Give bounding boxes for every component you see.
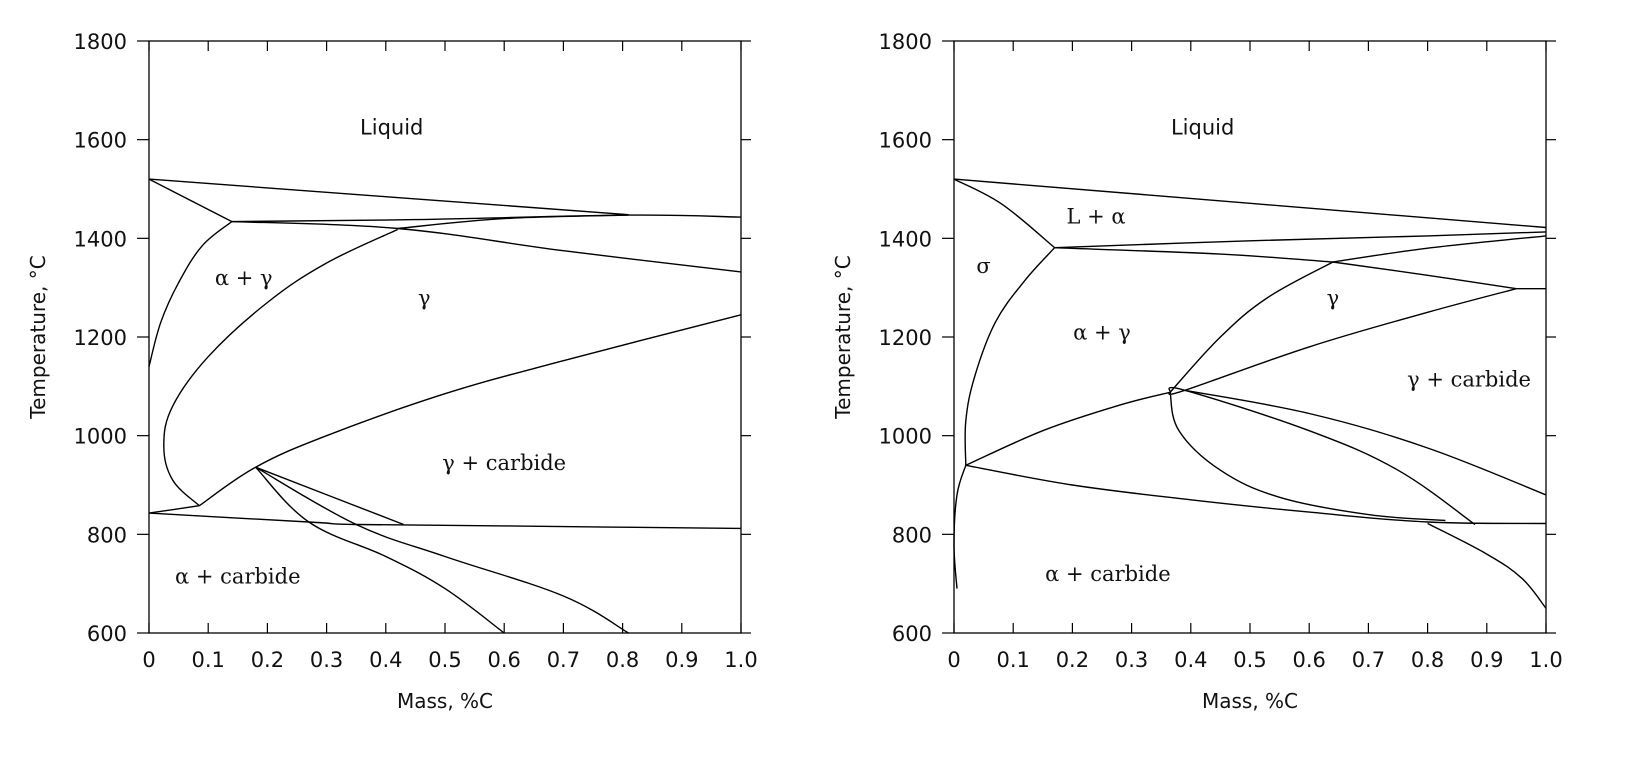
phase-boundary-15 xyxy=(953,465,967,589)
x-axis-title: Mass, %C xyxy=(397,689,493,713)
x-tick-label: 0.8 xyxy=(1411,648,1444,672)
phase-boundary-8 xyxy=(148,505,200,514)
region-label: γ + carbide xyxy=(442,451,566,475)
x-tick-label: 0.5 xyxy=(1233,648,1266,672)
y-tick-label: 1200 xyxy=(74,326,127,350)
region-label: γ + carbide xyxy=(1407,367,1531,391)
region-label: γ xyxy=(418,286,431,310)
x-tick-label: 0.4 xyxy=(369,648,402,672)
y-tick-label: 800 xyxy=(892,523,932,547)
phase-boundary-4 xyxy=(397,214,629,230)
y-tick-label: 1600 xyxy=(879,129,932,153)
x-tick-label: 0 xyxy=(142,648,155,672)
phase-boundary-9 xyxy=(148,512,742,530)
x-tick-label: 0.1 xyxy=(191,648,224,672)
y-tick-label: 1000 xyxy=(74,425,127,449)
region-label: α + γ xyxy=(1073,320,1131,344)
phase-boundary-1 xyxy=(953,178,1056,249)
phase-boundary-10 xyxy=(255,466,404,526)
y-tick-label: 1800 xyxy=(74,30,127,54)
phase-boundary-1 xyxy=(148,178,233,223)
y-axis-title: Temperature, °C xyxy=(831,255,855,419)
phase-boundary-4 xyxy=(1332,235,1547,263)
phase-boundary-0 xyxy=(148,178,629,216)
phase-boundary-12 xyxy=(255,466,505,634)
region-label: α + carbide xyxy=(175,565,300,589)
x-tick-label: 0.9 xyxy=(665,648,698,672)
phase-diagram-right: 0 0.1 0.2 0.3 0.4 0.5 0.6 0.7 0.8 0.9 1.0 600 800 100… xyxy=(831,30,1563,713)
y-tick-label: 600 xyxy=(87,622,127,646)
phase-boundary-2 xyxy=(231,214,742,223)
phase-boundary-12 xyxy=(1168,386,1476,526)
x-tick-label: 0 xyxy=(947,648,960,672)
x-tick-label: 0.8 xyxy=(606,648,639,672)
phase-boundary-7 xyxy=(964,247,1056,466)
x-tick-label: 1.0 xyxy=(1529,648,1562,672)
y-tick-label: 1400 xyxy=(74,227,127,251)
y-tick-label: 1800 xyxy=(879,30,932,54)
x-tick-label: 0.1 xyxy=(996,648,1029,672)
x-tick-label: 0.7 xyxy=(1352,648,1385,672)
y-tick-label: 600 xyxy=(892,622,932,646)
x-axis-title: Mass, %C xyxy=(1202,689,1298,713)
x-tick-label: 0.6 xyxy=(1292,648,1325,672)
region-label: γ xyxy=(1327,286,1340,310)
phase-boundary-8 xyxy=(965,391,1171,466)
y-tick-label: 1600 xyxy=(74,129,127,153)
phase-boundary-11 xyxy=(1169,392,1446,522)
region-label: Liquid xyxy=(1171,116,1234,140)
x-tick-label: 1.0 xyxy=(724,648,757,672)
x-tick-label: 0.3 xyxy=(1115,648,1148,672)
phase-boundary-0 xyxy=(953,178,1547,229)
x-tick-label: 0.5 xyxy=(428,648,461,672)
phase-boundary-6 xyxy=(163,228,398,507)
y-tick-label: 1400 xyxy=(879,227,932,251)
region-label: L + α xyxy=(1067,205,1126,229)
y-tick-label: 800 xyxy=(87,523,127,547)
x-tick-label: 0.6 xyxy=(487,648,520,672)
phase-boundary-10 xyxy=(1168,288,1517,396)
x-tick-label: 0.4 xyxy=(1174,648,1207,672)
y-axis-title: Temperature, °C xyxy=(26,255,50,419)
phase-diagram-left: 0 0.1 0.2 0.3 0.4 0.5 0.6 0.7 0.8 0.9 1.0 600 800 100… xyxy=(26,30,758,713)
x-tick-label: 0.2 xyxy=(1056,648,1089,672)
phase-boundary-16 xyxy=(1427,522,1547,609)
phase-boundary-14 xyxy=(965,464,1547,525)
plot-frame xyxy=(953,40,1547,634)
y-tick-label: 1200 xyxy=(879,326,932,350)
x-tick-label: 0.9 xyxy=(1470,648,1503,672)
phase-boundary-5 xyxy=(1332,261,1517,290)
phase-boundary-2 xyxy=(1054,231,1547,249)
phase-boundary-3 xyxy=(1054,247,1333,263)
phase-boundary-5 xyxy=(148,221,233,367)
phase-boundary-13 xyxy=(1184,389,1547,496)
y-tick-label: 1000 xyxy=(879,425,932,449)
x-tick-label: 0.3 xyxy=(310,648,343,672)
region-label: α + carbide xyxy=(1045,562,1170,586)
region-label: α + γ xyxy=(215,266,273,290)
phase-boundary-11 xyxy=(255,466,629,634)
phase-boundary-9 xyxy=(1169,261,1334,393)
x-tick-label: 0.7 xyxy=(547,648,580,672)
region-label: σ xyxy=(976,254,990,278)
x-tick-label: 0.2 xyxy=(251,648,284,672)
phase-boundary-3 xyxy=(231,220,742,273)
region-label: Liquid xyxy=(360,116,423,140)
